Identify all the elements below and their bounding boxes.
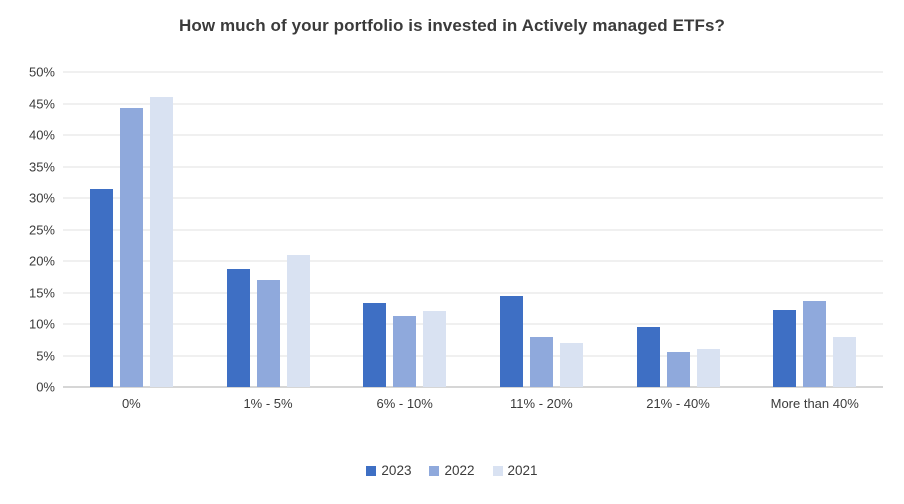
bar-2023 bbox=[89, 188, 113, 387]
bar-2021 bbox=[833, 336, 857, 387]
y-tick-label: 40% bbox=[28, 127, 55, 143]
x-tick-label: 1% - 5% bbox=[243, 396, 293, 411]
bar-group-6-10- bbox=[336, 72, 473, 387]
x-axis-labels: 0% 1% - 5% 6% - 10% 11% - 20% 21% - 40% More … bbox=[63, 396, 883, 411]
bar-group-more-than-40- bbox=[746, 72, 883, 387]
gridline-30 bbox=[63, 197, 883, 199]
bar-2021 bbox=[559, 342, 583, 387]
bar-2022 bbox=[393, 316, 417, 387]
bar-2021 bbox=[696, 349, 720, 387]
bar-2021 bbox=[149, 97, 173, 387]
x-tick-label: 0% bbox=[121, 396, 141, 411]
legend-label-2023: 2023 bbox=[381, 463, 412, 478]
y-axis-labels: 0% 5% 10% 15% 20% 25% 30% 35% 40% 45% 50% bbox=[0, 65, 55, 395]
legend-swatch-2022 bbox=[429, 465, 440, 476]
y-tick-label: 45% bbox=[28, 96, 55, 111]
bar-2022 bbox=[529, 336, 553, 387]
bar-groups bbox=[63, 72, 883, 387]
legend: 2023 2022 2021 bbox=[0, 463, 904, 478]
y-tick-label: 30% bbox=[28, 190, 55, 206]
bar-2022 bbox=[119, 107, 143, 387]
gridline-25 bbox=[63, 229, 883, 230]
gridline-10 bbox=[63, 323, 883, 325]
x-tick-label: 11% - 20% bbox=[510, 396, 573, 411]
y-tick-label: 20% bbox=[28, 253, 55, 269]
bar-group-0- bbox=[63, 72, 200, 387]
x-tick-label: More than 40% bbox=[770, 396, 859, 411]
gridline-0 bbox=[63, 386, 883, 388]
bar-group-11-20- bbox=[473, 72, 610, 387]
legend-item-2021: 2021 bbox=[492, 463, 538, 478]
gridline-35 bbox=[63, 166, 883, 167]
bar-2022 bbox=[666, 351, 690, 387]
gridline-45 bbox=[63, 103, 883, 104]
bar-2023 bbox=[773, 310, 797, 387]
y-tick-label: 5% bbox=[36, 348, 55, 363]
y-tick-label: 25% bbox=[28, 222, 55, 237]
gridline-50 bbox=[63, 71, 883, 73]
bar-2022 bbox=[256, 279, 280, 387]
y-tick-label: 35% bbox=[28, 159, 55, 174]
gridline-5 bbox=[63, 355, 883, 356]
bar-2023 bbox=[636, 327, 660, 387]
legend-label-2021: 2021 bbox=[507, 463, 538, 478]
legend-item-2023: 2023 bbox=[366, 463, 411, 478]
gridline-20 bbox=[63, 260, 883, 262]
bar-2023 bbox=[363, 303, 387, 387]
gridline-15 bbox=[63, 292, 883, 293]
plot-area bbox=[63, 71, 883, 388]
y-tick-label: 10% bbox=[28, 316, 55, 332]
x-tick-label: 21% - 40% bbox=[646, 396, 710, 411]
y-tick-label: 15% bbox=[28, 285, 55, 300]
y-tick-label: 0% bbox=[36, 379, 55, 395]
gridline-40 bbox=[63, 134, 883, 136]
legend-swatch-2023 bbox=[366, 465, 377, 476]
chart-title: How much of your portfolio is invested i… bbox=[178, 16, 726, 35]
x-tick-label: 6% - 10% bbox=[376, 396, 433, 411]
bar-group-21-40- bbox=[610, 72, 747, 387]
bar-2021 bbox=[423, 311, 447, 387]
bar-2022 bbox=[803, 301, 827, 387]
bar-2023 bbox=[499, 295, 523, 387]
bar-2023 bbox=[226, 269, 250, 387]
bar-group-1-5- bbox=[200, 72, 337, 387]
bar-2021 bbox=[286, 254, 310, 387]
legend-label-2022: 2022 bbox=[444, 463, 475, 478]
legend-swatch-2021 bbox=[492, 465, 503, 476]
legend-item-2022: 2022 bbox=[429, 463, 475, 478]
y-tick-label: 50% bbox=[28, 64, 55, 80]
